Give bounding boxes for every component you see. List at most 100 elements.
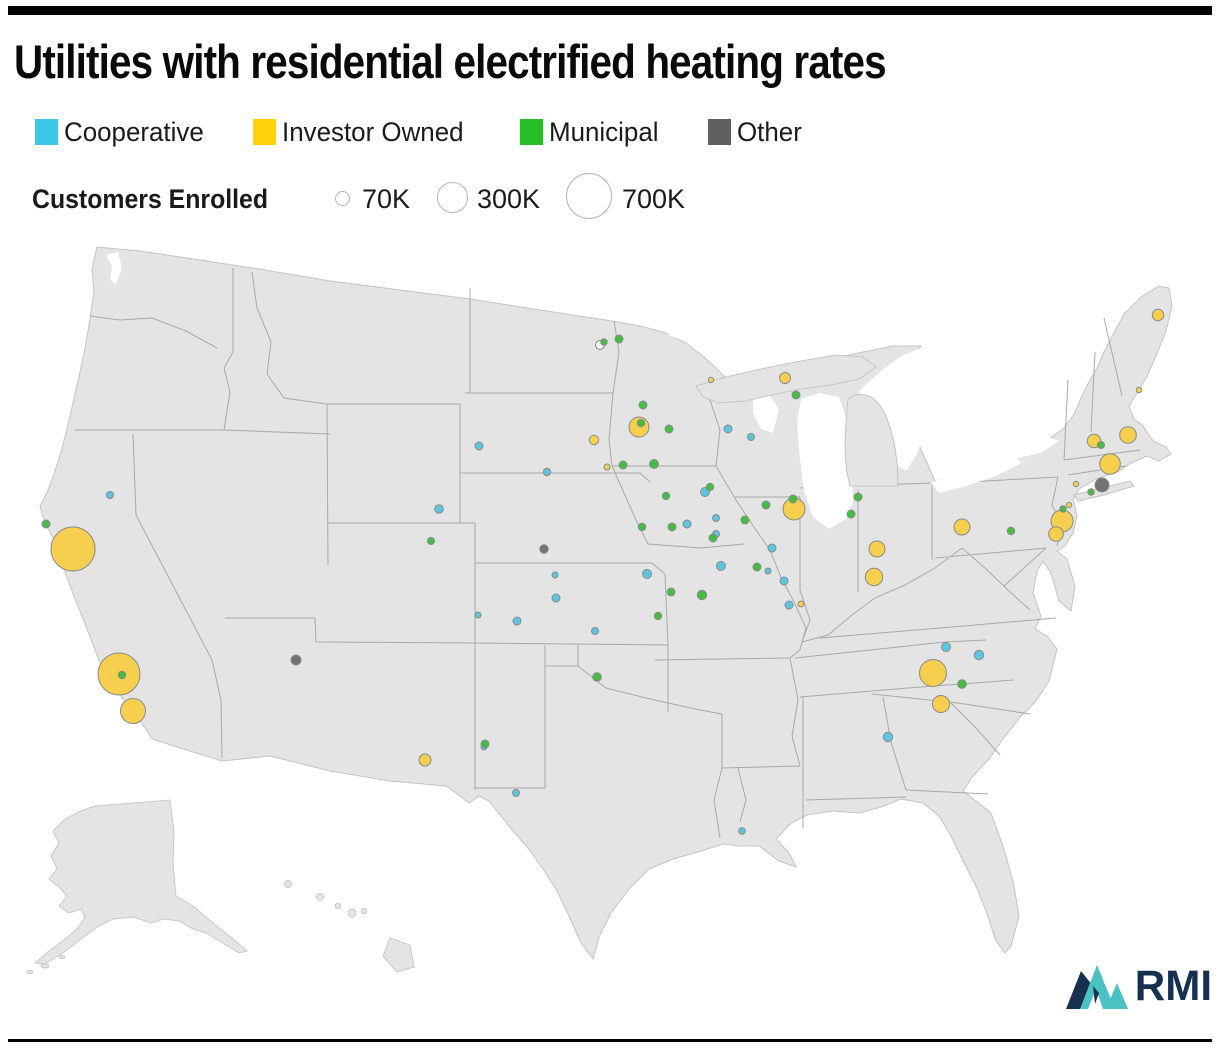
utility-dot-municipal[interactable] — [618, 460, 628, 470]
utility-dot-cooperative[interactable] — [747, 433, 755, 441]
rmi-wordmark: RMI — [1134, 962, 1213, 1010]
utility-dot-investor[interactable] — [1065, 501, 1073, 509]
hawaii — [284, 880, 415, 973]
legend-label: Municipal — [549, 117, 659, 147]
utility-dot-municipal[interactable] — [600, 338, 608, 346]
utility-dot-cooperative[interactable] — [551, 593, 561, 603]
utility-dot-municipal[interactable] — [1097, 441, 1105, 449]
utility-dot-cooperative[interactable] — [512, 616, 522, 626]
utility-dot-cooperative[interactable] — [106, 491, 114, 499]
utility-dot-cooperative[interactable] — [882, 731, 894, 743]
utility-dot-cooperative[interactable] — [973, 649, 985, 661]
utility-dot-investor[interactable] — [50, 526, 96, 572]
utility-dot-municipal[interactable] — [708, 533, 718, 543]
utility-dot-cooperative[interactable] — [542, 467, 552, 477]
us-mainland — [26, 246, 1173, 975]
utility-dot-investor[interactable] — [1151, 308, 1165, 322]
rmi-mountains-icon — [1066, 964, 1128, 1009]
utility-dot-municipal[interactable] — [664, 424, 674, 434]
utility-dot-cooperative[interactable] — [682, 519, 692, 529]
utility-dot-cooperative[interactable] — [738, 827, 746, 835]
utility-dot-municipal[interactable] — [788, 494, 798, 504]
utility-dot-investor[interactable] — [868, 540, 886, 558]
legend-item-cooperative: Cooperative — [35, 117, 210, 147]
utility-dot-investor[interactable] — [707, 376, 715, 384]
utility-dot-municipal[interactable] — [653, 611, 663, 621]
utility-dot-municipal[interactable] — [667, 522, 677, 532]
bottom-rule — [8, 1039, 1212, 1042]
size-label-small: 70K — [362, 184, 411, 214]
municipal-swatch — [520, 119, 543, 145]
legend-item-investor-owned: Investor Owned — [253, 117, 471, 147]
utility-dot-cooperative[interactable] — [512, 789, 520, 797]
utility-dot-municipal[interactable] — [1006, 526, 1016, 536]
utility-dot-investor[interactable] — [1048, 526, 1064, 542]
utility-dot-cooperative[interactable] — [474, 441, 484, 451]
utility-dot-cooperative[interactable] — [784, 600, 794, 610]
utility-dot-municipal[interactable] — [637, 522, 647, 532]
utility-dot-investor[interactable] — [1135, 386, 1143, 394]
utility-dot-cooperative[interactable] — [591, 627, 599, 635]
utility-dot-cooperative[interactable] — [716, 561, 726, 571]
utility-dot-municipal[interactable] — [666, 587, 676, 597]
utility-dot-municipal[interactable] — [649, 459, 659, 469]
utility-dot-investor[interactable] — [919, 659, 947, 687]
utility-dot-cooperative[interactable] — [941, 642, 951, 652]
utility-dot-municipal[interactable] — [661, 491, 671, 501]
utility-dot-municipal[interactable] — [480, 739, 490, 749]
utility-dot-investor[interactable] — [603, 463, 611, 471]
size-circle-medium — [437, 182, 468, 213]
utility-dot-municipal[interactable] — [592, 672, 602, 682]
utility-dot-investor[interactable] — [1119, 426, 1137, 444]
utility-dot-cooperative[interactable] — [551, 571, 559, 579]
utility-dot-investor[interactable] — [864, 567, 884, 587]
utility-dot-investor[interactable] — [1072, 480, 1080, 488]
utility-dot-other[interactable] — [539, 544, 549, 554]
utility-dot-cooperative[interactable] — [474, 611, 482, 619]
utility-dot-municipal[interactable] — [957, 679, 967, 689]
utility-dot-municipal[interactable] — [791, 390, 801, 400]
utility-dot-municipal[interactable] — [761, 500, 771, 510]
utility-dot-investor[interactable] — [953, 518, 971, 536]
utility-dot-municipal[interactable] — [117, 670, 127, 680]
utility-dot-investor[interactable] — [120, 698, 146, 724]
utility-dot-municipal[interactable] — [696, 589, 708, 601]
utility-dot-municipal[interactable] — [846, 509, 856, 519]
utility-dot-municipal[interactable] — [752, 562, 762, 572]
utility-dot-municipal[interactable] — [705, 482, 715, 492]
utility-dot-investor[interactable] — [418, 753, 432, 767]
utility-dot-municipal[interactable] — [638, 400, 648, 410]
utility-dot-investor[interactable] — [779, 372, 791, 384]
size-circle-large — [566, 173, 612, 219]
utility-dot-municipal[interactable] — [1087, 488, 1095, 496]
utility-dot-other[interactable] — [290, 654, 302, 666]
utility-dot-cooperative[interactable] — [642, 569, 652, 579]
utility-dot-municipal[interactable] — [636, 418, 646, 428]
utility-dot-investor[interactable] — [797, 600, 805, 608]
utility-dot-municipal[interactable] — [740, 515, 750, 525]
utility-dot-municipal[interactable] — [427, 537, 435, 545]
utility-dot-investor[interactable] — [1099, 453, 1121, 475]
rmi-logo: RMI — [1066, 962, 1213, 1011]
legend-item-municipal: Municipal — [520, 117, 663, 147]
utility-dot-cooperative[interactable] — [764, 567, 772, 575]
utility-dot-investor[interactable] — [932, 695, 950, 713]
utility-dot-other[interactable] — [1094, 477, 1110, 493]
utility-dot-municipal[interactable] — [614, 334, 624, 344]
other-swatch — [708, 119, 731, 145]
utility-dot-municipal[interactable] — [853, 492, 863, 502]
great-lakes — [106, 252, 1059, 529]
cooperative-swatch — [35, 119, 58, 145]
utility-dot-cooperative[interactable] — [723, 424, 733, 434]
utility-dot-cooperative[interactable] — [767, 543, 777, 553]
utility-dot-municipal[interactable] — [1059, 505, 1067, 513]
legend-item-other: Other — [708, 117, 805, 147]
alaska — [26, 799, 249, 975]
utility-dot-investor[interactable] — [588, 434, 600, 446]
utility-dot-municipal[interactable] — [41, 519, 51, 529]
size-circle-small — [335, 191, 350, 206]
utility-dot-cooperative[interactable] — [779, 576, 789, 586]
utility-dot-cooperative[interactable] — [434, 504, 444, 514]
utility-dot-cooperative[interactable] — [712, 514, 720, 522]
